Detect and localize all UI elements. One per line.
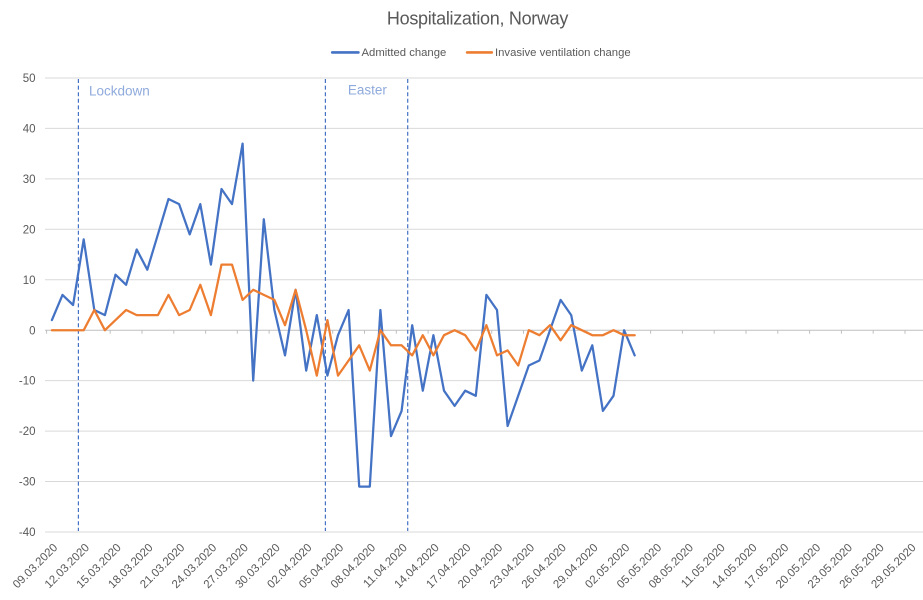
svg-text:Hospitalization, Norway: Hospitalization, Norway — [387, 8, 568, 28]
svg-text:-20: -20 — [19, 426, 36, 438]
svg-text:10: 10 — [23, 275, 36, 287]
svg-text:-40: -40 — [19, 527, 36, 539]
svg-text:Easter: Easter — [348, 83, 388, 98]
svg-text:-10: -10 — [19, 376, 36, 388]
svg-text:30: 30 — [23, 174, 36, 186]
svg-text:40: 40 — [23, 124, 36, 136]
svg-text:50: 50 — [23, 73, 36, 85]
svg-text:20: 20 — [23, 224, 36, 236]
svg-text:Admitted change: Admitted change — [362, 47, 447, 59]
svg-text:Lockdown: Lockdown — [89, 84, 150, 99]
svg-text:Invasive ventilation change: Invasive ventilation change — [495, 47, 631, 59]
svg-text:-30: -30 — [19, 477, 36, 489]
svg-text:0: 0 — [29, 325, 35, 337]
